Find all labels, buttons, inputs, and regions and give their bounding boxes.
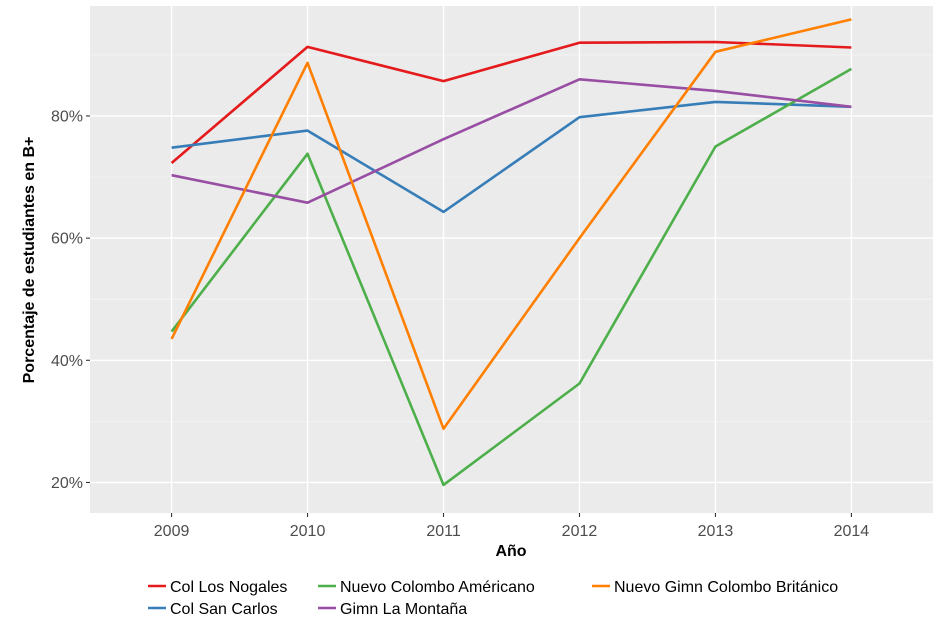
legend-label: Col San Carlos [170,601,278,618]
legend-label: Nuevo Colombo Américano [340,579,535,596]
x-tick-label: 2013 [698,523,734,540]
y-tick-label: 80% [51,108,83,125]
y-axis-title: Porcentaje de estudiantes en B+ [21,137,38,384]
x-axis-title: Año [495,543,526,560]
x-tick-label: 2011 [426,523,461,540]
legend-label: Col Los Nogales [170,579,287,596]
grid-lines [90,6,933,513]
series-line-nuevo-colombo-americano [170,67,853,487]
x-tick-label: 2009 [154,523,190,540]
legend-label: Gimn La Montaña [340,601,467,618]
y-tick-label: 20% [51,475,83,492]
series-line-col-los-nogales [170,40,852,164]
x-tick-label: 2014 [834,523,870,540]
legend: Col Los Nogales Col San Carlos Nuevo Colom… [148,579,838,618]
series-line-col-san-carlos [171,100,852,214]
plot-panel [90,6,933,513]
x-tick-label: 2010 [290,523,326,540]
x-axis-ticks: 2009 2010 2011 2012 2013 2014 [154,513,870,540]
y-axis-ticks: 20% 40% 60% 80% [51,108,90,492]
x-tick-label: 2012 [562,523,598,540]
y-tick-label: 60% [51,231,83,248]
series-lines [170,18,853,487]
series-line-gimn-la-montana [171,78,852,204]
y-tick-label: 40% [51,353,83,370]
legend-label: Nuevo Gimn Colombo Británico [614,579,838,596]
series-line-nuevo-gimn-colombo-britanico [170,18,852,431]
